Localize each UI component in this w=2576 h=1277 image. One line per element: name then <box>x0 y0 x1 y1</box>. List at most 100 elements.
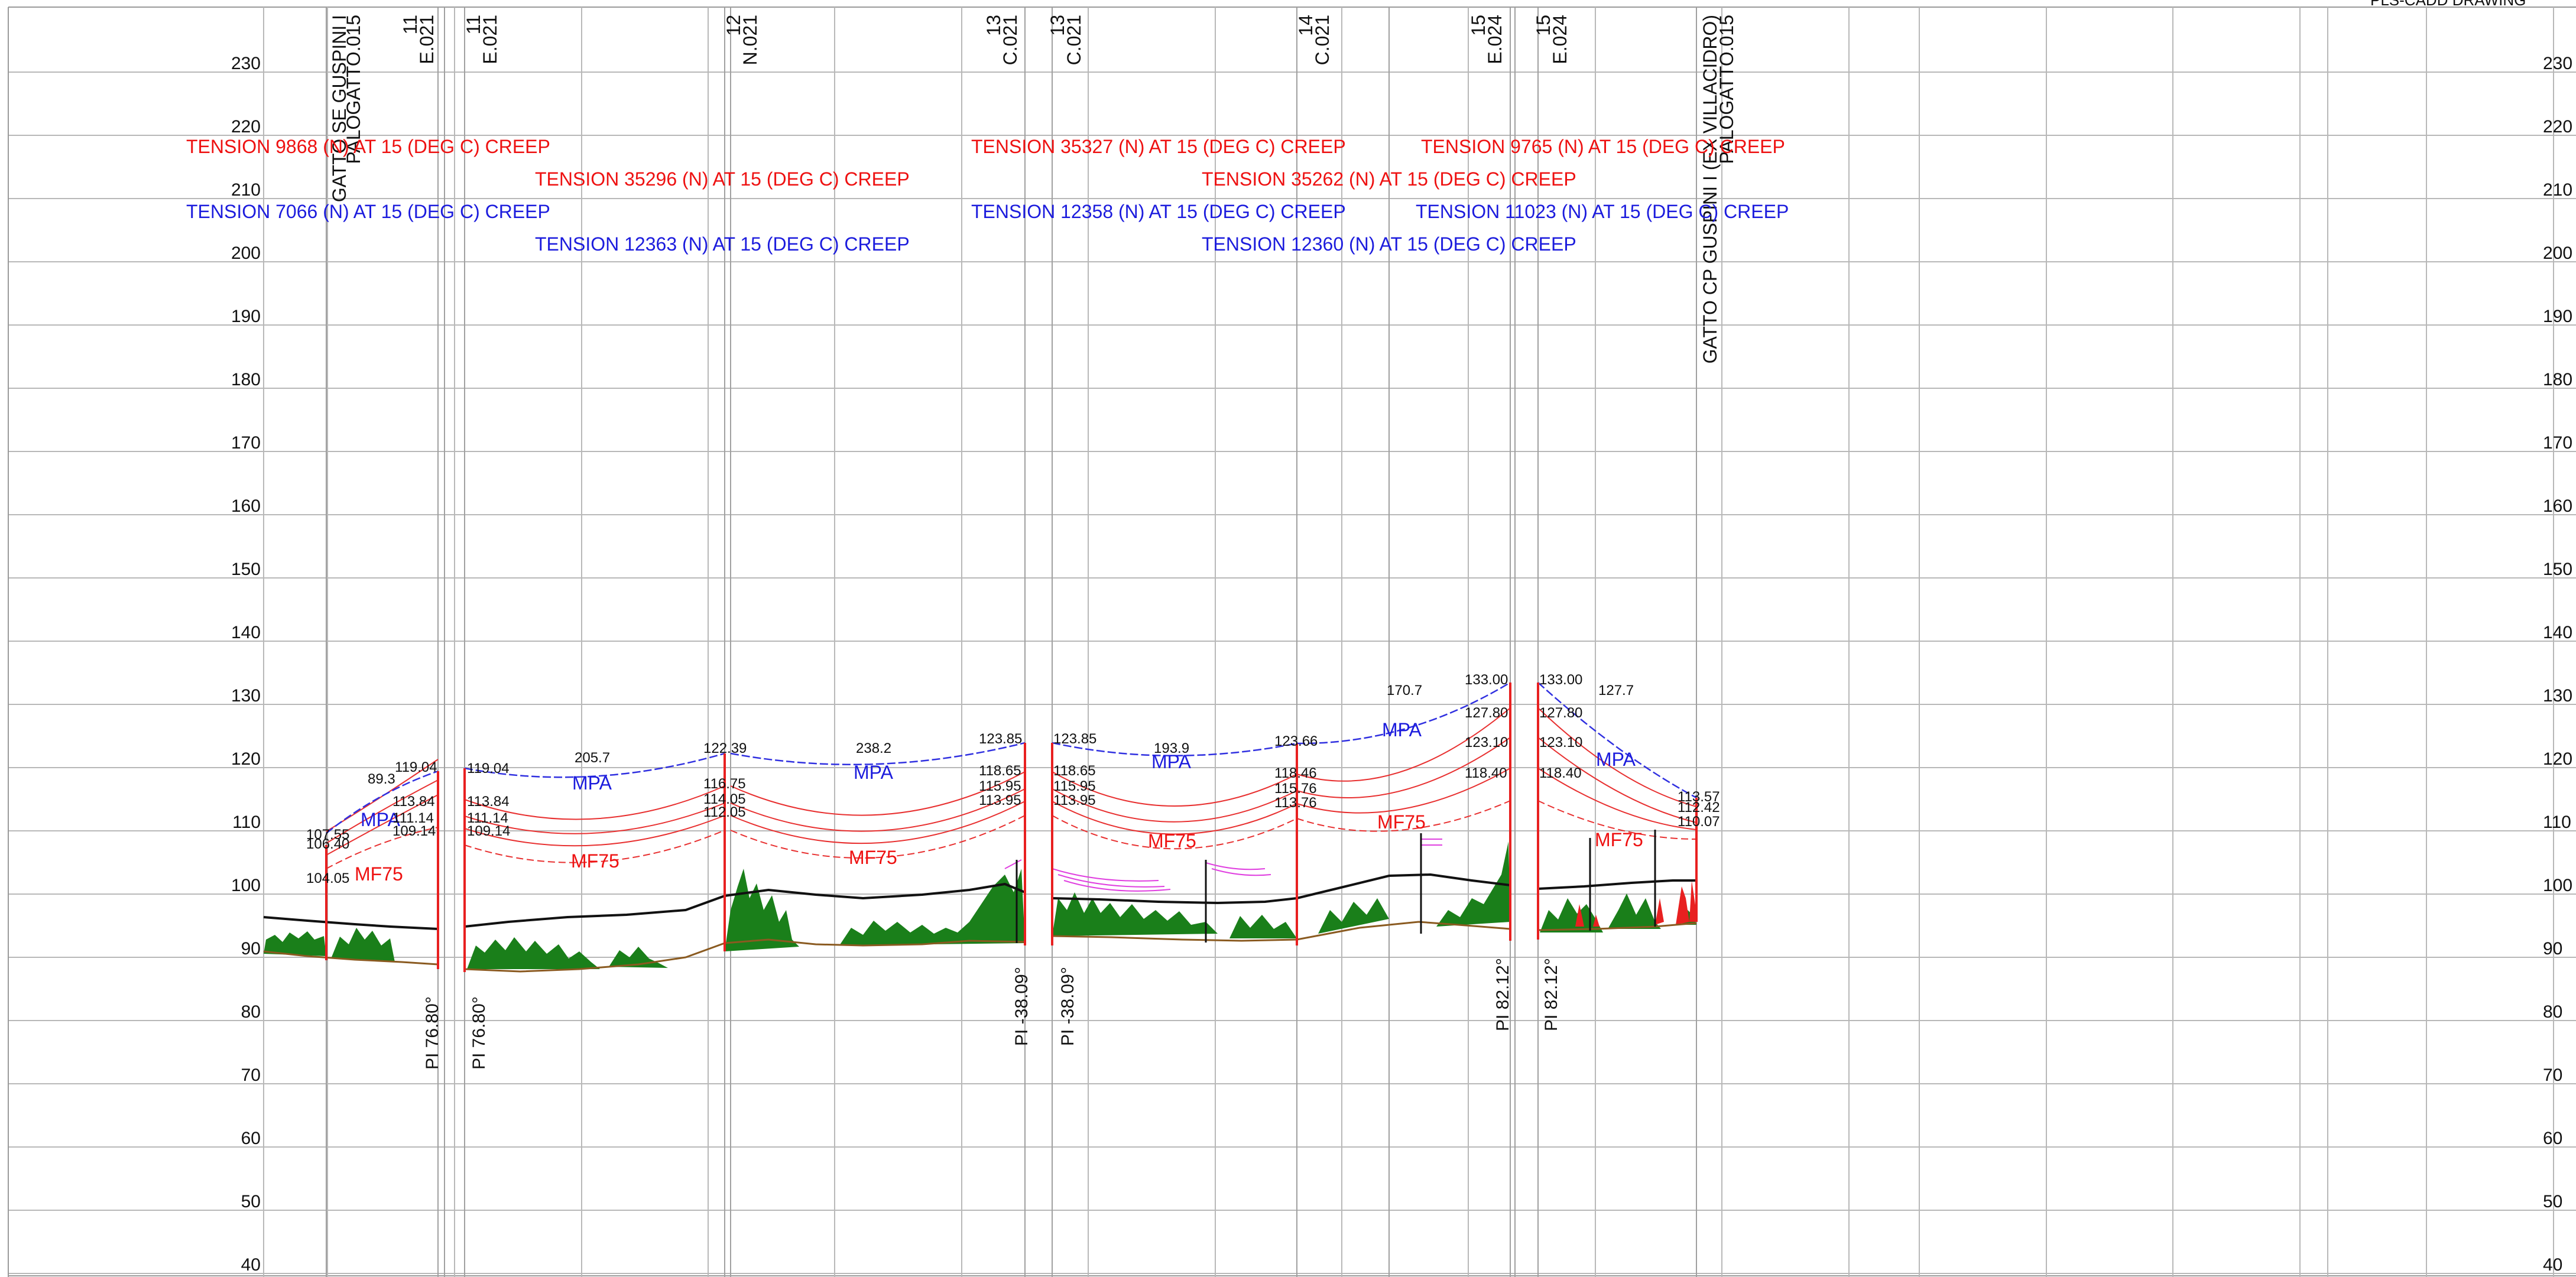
structure-label: GATTO CP GUSPINI I (EX VILLACIDRO) <box>1699 15 1721 363</box>
structure-label: 11 <box>463 15 484 34</box>
elevation-value: 106.40 <box>306 836 349 852</box>
elevation-value: 115.76 <box>1274 781 1317 797</box>
elevation-value: 127.80 <box>1465 705 1508 721</box>
elevation-value: 111.14 <box>392 810 434 826</box>
elevation-tick-label: 130 <box>2543 686 2572 706</box>
elevation-tick-label: 70 <box>2543 1065 2562 1085</box>
elevation-value: 112.05 <box>703 804 746 820</box>
curve-labels: MPA MF75 MPA MF75 MPA MF75 MPA MF75 MPA … <box>355 719 1643 885</box>
elevation-value: 104.05 <box>306 870 349 886</box>
elevation-value: 110.07 <box>1678 814 1720 830</box>
elevation-value: 118.40 <box>1539 765 1582 781</box>
structure-poles <box>325 683 1698 972</box>
elevation-tick-label: 200 <box>2543 243 2572 263</box>
elevation-tick-label: 130 <box>231 686 261 706</box>
elevation-tick-label: 190 <box>2543 307 2572 326</box>
structure-label: 15 <box>1468 15 1489 36</box>
elevation-tick-label: 210 <box>231 180 261 200</box>
elevation-value: 118.65 <box>1053 763 1096 779</box>
elevation-value: 123.10 <box>1539 735 1582 750</box>
elevation-value: 116.75 <box>703 776 746 792</box>
elevation-value: 122.39 <box>703 740 747 756</box>
elevation-tick-label: 230 <box>231 54 261 73</box>
elevation-value: 133.00 <box>1465 672 1508 688</box>
elevation-value: 107.55 <box>306 827 349 843</box>
elevation-value: 205.7 <box>575 750 610 766</box>
tension-label: TENSION 35262 (N) AT 15 (DEG C) CREEP <box>1202 168 1576 190</box>
structure-label: PALOGATTO.015 <box>1716 15 1737 164</box>
elevation-value: 89.3 <box>368 771 395 787</box>
structure-label: 14 <box>1295 15 1316 36</box>
elevation-tick-label: 120 <box>2543 749 2572 769</box>
elevation-value: 123.10 <box>1465 735 1508 750</box>
structure-label: E.021 <box>416 15 437 64</box>
elevation-value: 112.42 <box>1678 800 1720 815</box>
elevation-value: 118.65 <box>979 763 1021 779</box>
structure-label: C.021 <box>1312 15 1333 65</box>
elevation-tick-label: 60 <box>2543 1129 2562 1148</box>
deflection-label: PI 76.80° <box>469 996 489 1070</box>
deflection-label: PI -38.09° <box>1058 967 1078 1046</box>
mf75-label: MF75 <box>1595 829 1643 850</box>
deflection-label: PI 82.12° <box>1542 958 1561 1031</box>
tension-label: TENSION 12358 (N) AT 15 (DEG C) CREEP <box>971 201 1346 222</box>
mpa-curves <box>326 681 1697 834</box>
tension-label: TENSION 12363 (N) AT 15 (DEG C) CREEP <box>535 233 910 255</box>
tension-label: TENSION 12360 (N) AT 15 (DEG C) CREEP <box>1202 233 1576 255</box>
structure-centerlines <box>326 7 1697 1277</box>
elevation-value: 119.04 <box>395 759 437 775</box>
mid-span-markers <box>1016 830 1656 943</box>
elevation-tick-label: 100 <box>2543 876 2572 895</box>
structure-label: E.024 <box>1484 15 1506 64</box>
elevation-tick-label: 200 <box>231 243 261 263</box>
mf75-label: MF75 <box>571 850 619 872</box>
elevation-value: 123.66 <box>1274 733 1318 749</box>
structure-label: 15 <box>1533 15 1554 36</box>
elevation-tick-label: 120 <box>231 749 261 769</box>
structure-label: PALOGATTO.015 <box>343 15 364 164</box>
elevation-tick-label: 230 <box>2543 54 2572 73</box>
elevation-values: 119.04 89.3 113.84 111.14 109.14 107.55 … <box>306 672 1720 886</box>
elevation-tick-label: 90 <box>241 939 261 958</box>
elevation-value: 109.14 <box>392 823 436 839</box>
mpa-label: MPA <box>1151 751 1192 772</box>
elevation-value: 127.7 <box>1598 683 1634 698</box>
elevation-tick-label: 180 <box>231 370 261 389</box>
structure-label: GATTO SE GUSPINI I <box>329 15 350 202</box>
tension-labels: TENSION 9868 (N) AT 15 (DEG C) CREEP TEN… <box>186 136 1789 255</box>
elevation-tick-label: 220 <box>231 117 261 137</box>
elevation-tick-label: 140 <box>231 623 261 642</box>
elevation-value: 123.85 <box>1053 731 1096 747</box>
structure-label: 13 <box>983 15 1004 36</box>
structure-labels: GATTO SE GUSPINI I PALOGATTO.015 11 E.02… <box>329 15 1737 363</box>
elevation-tick-label: 150 <box>231 560 261 579</box>
elevation-tick-label: 180 <box>2543 370 2572 389</box>
elevation-tick-label: 50 <box>2543 1192 2562 1211</box>
elevation-value: 238.2 <box>856 740 891 756</box>
elevation-value: 127.80 <box>1539 705 1582 721</box>
structure-label: C.021 <box>1000 15 1021 65</box>
mpa-label: MPA <box>1596 749 1636 770</box>
elevation-value: 118.46 <box>1274 765 1317 781</box>
elevation-tick-label: 110 <box>2543 813 2571 832</box>
station-grid <box>263 7 2554 1277</box>
elevation-axis-left: 230 220 210 200 190 180 170 160 150 140 … <box>231 54 261 1275</box>
elevation-value: 113.95 <box>979 792 1021 808</box>
elevation-value: 113.84 <box>392 794 435 810</box>
elevation-tick-label: 110 <box>232 813 261 832</box>
tension-label: TENSION 9868 (N) AT 15 (DEG C) CREEP <box>186 136 550 157</box>
mpa-label: MPA <box>1382 719 1422 740</box>
vegetation <box>264 841 1696 969</box>
insulator-annotations <box>1004 839 1442 892</box>
elevation-value: 119.04 <box>467 761 510 776</box>
mf75-curves <box>326 707 1697 869</box>
drawing-frame <box>8 7 2576 1277</box>
tension-label: TENSION 7066 (N) AT 15 (DEG C) CREEP <box>186 201 550 222</box>
tension-label: TENSION 11023 (N) AT 15 (DEG C) CREEP <box>1416 201 1789 222</box>
elevation-grid <box>8 72 2576 1274</box>
elevation-value: 111.14 <box>467 810 508 826</box>
tension-label: TENSION 35327 (N) AT 15 (DEG C) CREEP <box>971 136 1346 157</box>
deflection-label: PI 76.80° <box>423 996 442 1070</box>
elevation-value: 109.14 <box>467 823 510 839</box>
deflection-labels: PI 76.80° PI 76.80° PI -38.09° PI -38.09… <box>423 958 1561 1070</box>
